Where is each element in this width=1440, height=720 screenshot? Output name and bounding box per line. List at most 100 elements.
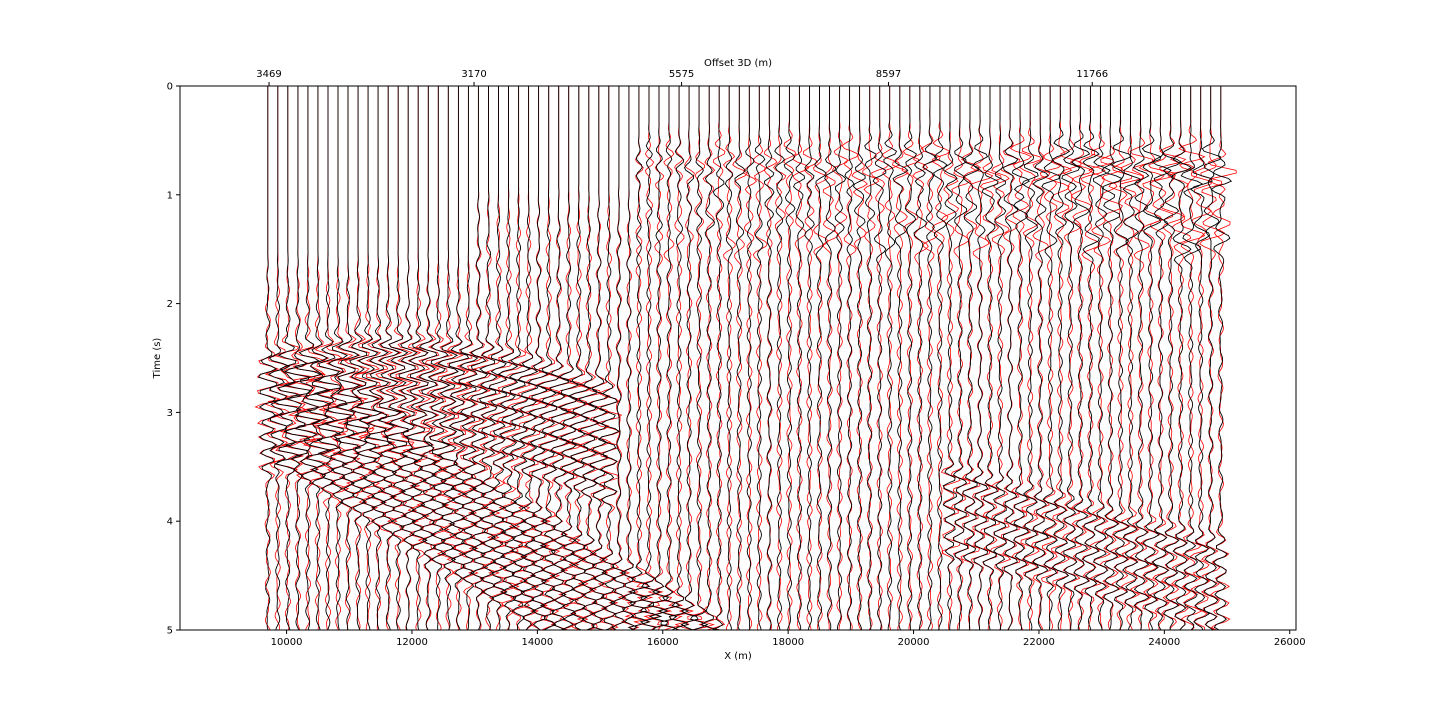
black-trace [527,86,549,630]
black-trace [883,86,898,630]
red-trace [979,86,1002,630]
black-trace [864,86,877,630]
black-trace [1171,86,1192,630]
black-trace [1011,86,1031,630]
black-trace [1122,86,1141,630]
black-trace [620,86,638,630]
red-trace [970,86,994,630]
red-trace [1108,86,1132,630]
black-trace [598,86,620,630]
black-trace [282,86,313,630]
red-trace [822,86,839,630]
black-trace [458,86,479,630]
red-trace [1129,86,1154,630]
black-trace [558,86,580,630]
black-trace [549,86,570,630]
red-trace [802,86,819,630]
red-trace [687,86,715,630]
red-trace [1167,86,1196,630]
black-trace [567,86,591,630]
top-tick-label: 11766 [1076,69,1108,80]
black-trace [448,86,470,630]
black-trace [745,86,755,630]
x-tick-label: 16000 [647,637,679,648]
red-trace [912,86,929,630]
black-trace [952,86,969,630]
red-trace [1030,86,1052,630]
black-trace [903,86,917,630]
x-tick-label: 22000 [1023,637,1055,648]
black-trace [872,86,887,630]
black-trace [609,86,627,630]
black-trace [436,86,459,630]
black-trace [1061,86,1081,630]
black-trace [383,86,409,630]
black-trace [272,86,303,630]
plot-frame [179,85,1297,631]
red-trace [330,86,369,630]
top-axis-title: Offset 3D (m) [704,58,772,69]
red-trace [862,86,880,630]
black-trace [267,86,291,630]
y-tick-label: 3 [167,408,173,419]
black-trace [627,86,651,630]
y-axis-title: Time (s) [152,338,163,380]
black-trace [724,86,734,630]
top-tick-label: 3170 [461,69,486,80]
black-trace [323,86,352,630]
black-trace [774,86,785,630]
top-tick-label: 3469 [256,69,281,80]
black-trace [427,86,451,630]
black-trace [578,86,600,630]
black-trace [537,86,561,630]
red-trace [792,86,810,630]
black-trace [398,86,419,630]
black-trace [754,86,766,630]
black-trace [257,86,278,630]
red-trace [931,86,951,630]
black-trace [647,86,670,630]
black-trace [1032,86,1049,630]
black-trace [711,86,725,630]
black-trace [488,86,508,630]
black-trace [981,86,999,630]
red-trace [871,86,890,630]
black-trace [355,86,383,630]
series-black-traces [257,86,1233,630]
black-trace [517,86,539,630]
red-trace [732,86,748,630]
y-tick-label: 4 [167,517,173,528]
black-trace [468,86,489,630]
black-trace [1101,86,1123,630]
red-trace [643,86,673,630]
red-trace [706,86,726,630]
x-tick-label: 24000 [1148,637,1180,648]
black-trace [417,86,438,630]
red-trace [783,86,797,630]
black-trace [378,86,402,630]
black-trace [364,86,393,630]
x-tick-label: 14000 [521,637,553,648]
red-trace [624,86,654,630]
black-trace [1190,86,1213,630]
black-trace [852,86,866,630]
black-trace [1041,86,1060,630]
black-trace [689,86,709,630]
black-trace [587,86,610,630]
red-trace [743,86,757,630]
black-trace [1110,86,1132,630]
black-trace [1093,86,1111,630]
black-trace [933,86,948,630]
x-tick-label: 18000 [772,637,804,648]
black-trace [1161,86,1183,630]
red-trace [1069,86,1094,630]
x-tick-label: 12000 [396,637,428,648]
black-trace [972,86,989,630]
black-trace [1180,86,1203,630]
black-trace [922,86,937,630]
top-offset-axis: 3469 3170 5575 8597 11766 [256,69,1108,86]
y-axis: 0 1 2 3 4 5 [167,82,180,637]
red-trace [940,86,961,630]
black-trace [1051,86,1071,630]
